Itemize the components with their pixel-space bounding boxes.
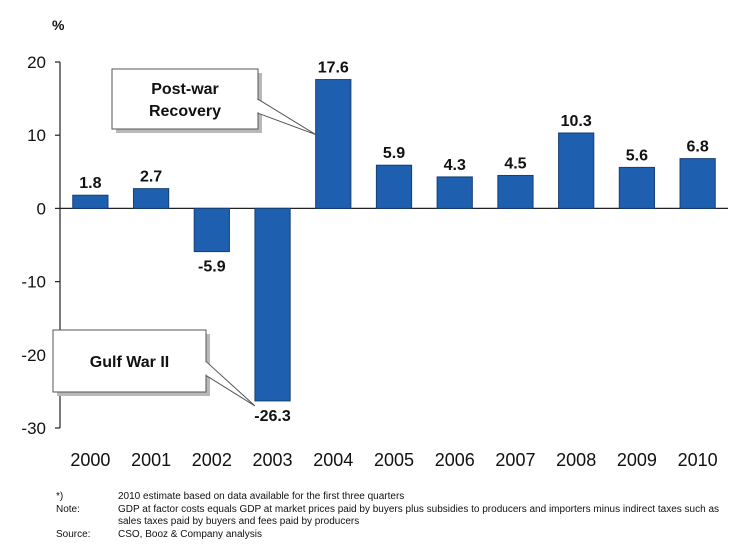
footnotes: *) 2010 estimate based on data available… (56, 491, 726, 541)
bar-2009 (618, 166, 656, 209)
x-tick-label-2002: 2002 (192, 450, 232, 470)
x-tick-label-2010: 2010 (678, 450, 718, 470)
callouts-group: Post-war Recovery Gulf War II (52, 68, 316, 407)
x-tick-label-2000: 2000 (70, 450, 110, 470)
bars-group (72, 79, 716, 402)
callout-box (111, 68, 259, 130)
data-label-2005: 5.9 (383, 145, 405, 162)
bar-2000 (72, 194, 109, 209)
bar-2010 (679, 158, 716, 209)
bar-2008 (558, 132, 595, 209)
data-label-2007: 4.5 (504, 155, 526, 172)
y-axis-unit-label: % (52, 17, 65, 33)
x-tick-label-2001: 2001 (131, 450, 171, 470)
bar-2005 (375, 164, 413, 209)
footnote-text: GDP at factor costs equals GDP at market… (118, 503, 720, 528)
footnote-key: *) (56, 491, 64, 502)
y-tick-label: 20 (27, 53, 46, 72)
callout-text: Gulf War II (90, 354, 169, 371)
y-tick-label: 0 (37, 199, 46, 218)
callout-text: Post-war (151, 81, 219, 98)
data-label-2004: 17.6 (318, 60, 349, 77)
data-label-2009: 5.6 (626, 147, 648, 164)
footnote-key: Source: (56, 528, 91, 540)
footnote-note: Note: GDP at factor costs equals GDP at … (56, 504, 726, 529)
data-label-2008: 10.3 (561, 113, 592, 130)
bar-2003 (254, 207, 291, 402)
bar-2001 (132, 188, 170, 209)
x-tick-label-2004: 2004 (313, 450, 353, 470)
callout-post-war-recovery: Post-war Recovery (111, 68, 316, 136)
footnote-text: 2010 estimate based on data available fo… (118, 491, 405, 502)
callout-pointer (257, 98, 316, 136)
data-label-2002: -5.9 (198, 259, 226, 276)
x-tick-label-2007: 2007 (495, 450, 535, 470)
callout-text: Recovery (149, 103, 221, 120)
data-label-2003: -26.3 (254, 408, 291, 425)
bar-2002 (193, 207, 230, 253)
footnote-estimate: *) 2010 estimate based on data available… (56, 491, 726, 504)
callout-pointer (205, 360, 256, 407)
data-label-2006: 4.3 (444, 157, 466, 174)
x-tick-label-2003: 2003 (253, 450, 293, 470)
callout-gulf-war-ii: Gulf War II (52, 329, 256, 407)
x-tick-label-2008: 2008 (556, 450, 596, 470)
x-tick-label-2009: 2009 (617, 450, 657, 470)
data-label-2000: 1.8 (79, 175, 101, 192)
callout-box (52, 329, 207, 393)
category-labels-group: 2000 2001 2002 2003 2004 2005 2006 2007 2008 2009… (70, 450, 717, 470)
y-tick-label: -20 (21, 346, 46, 365)
data-label-2010: 6.8 (687, 139, 709, 156)
y-tick-label: 10 (27, 126, 46, 145)
x-tick-label-2006: 2006 (435, 450, 475, 470)
bar-2007 (497, 174, 534, 209)
bar-2004 (315, 79, 352, 209)
footnote-text: CSO, Booz & Company analysis (118, 528, 262, 540)
data-labels-group: 1.8 2.7 -5.9 -26.3 17.6 5.9 4.3 4.5 10.3 5.6 6.8 (79, 60, 709, 425)
footnote-key: Note: (56, 503, 80, 515)
y-tick-label: -30 (21, 419, 46, 438)
data-label-2001: 2.7 (140, 169, 162, 186)
x-tick-label-2005: 2005 (374, 450, 414, 470)
footnote-source: Source: CSO, Booz & Company analysis (56, 529, 726, 542)
y-tick-label: -10 (21, 273, 46, 292)
bar-2006 (436, 176, 473, 209)
